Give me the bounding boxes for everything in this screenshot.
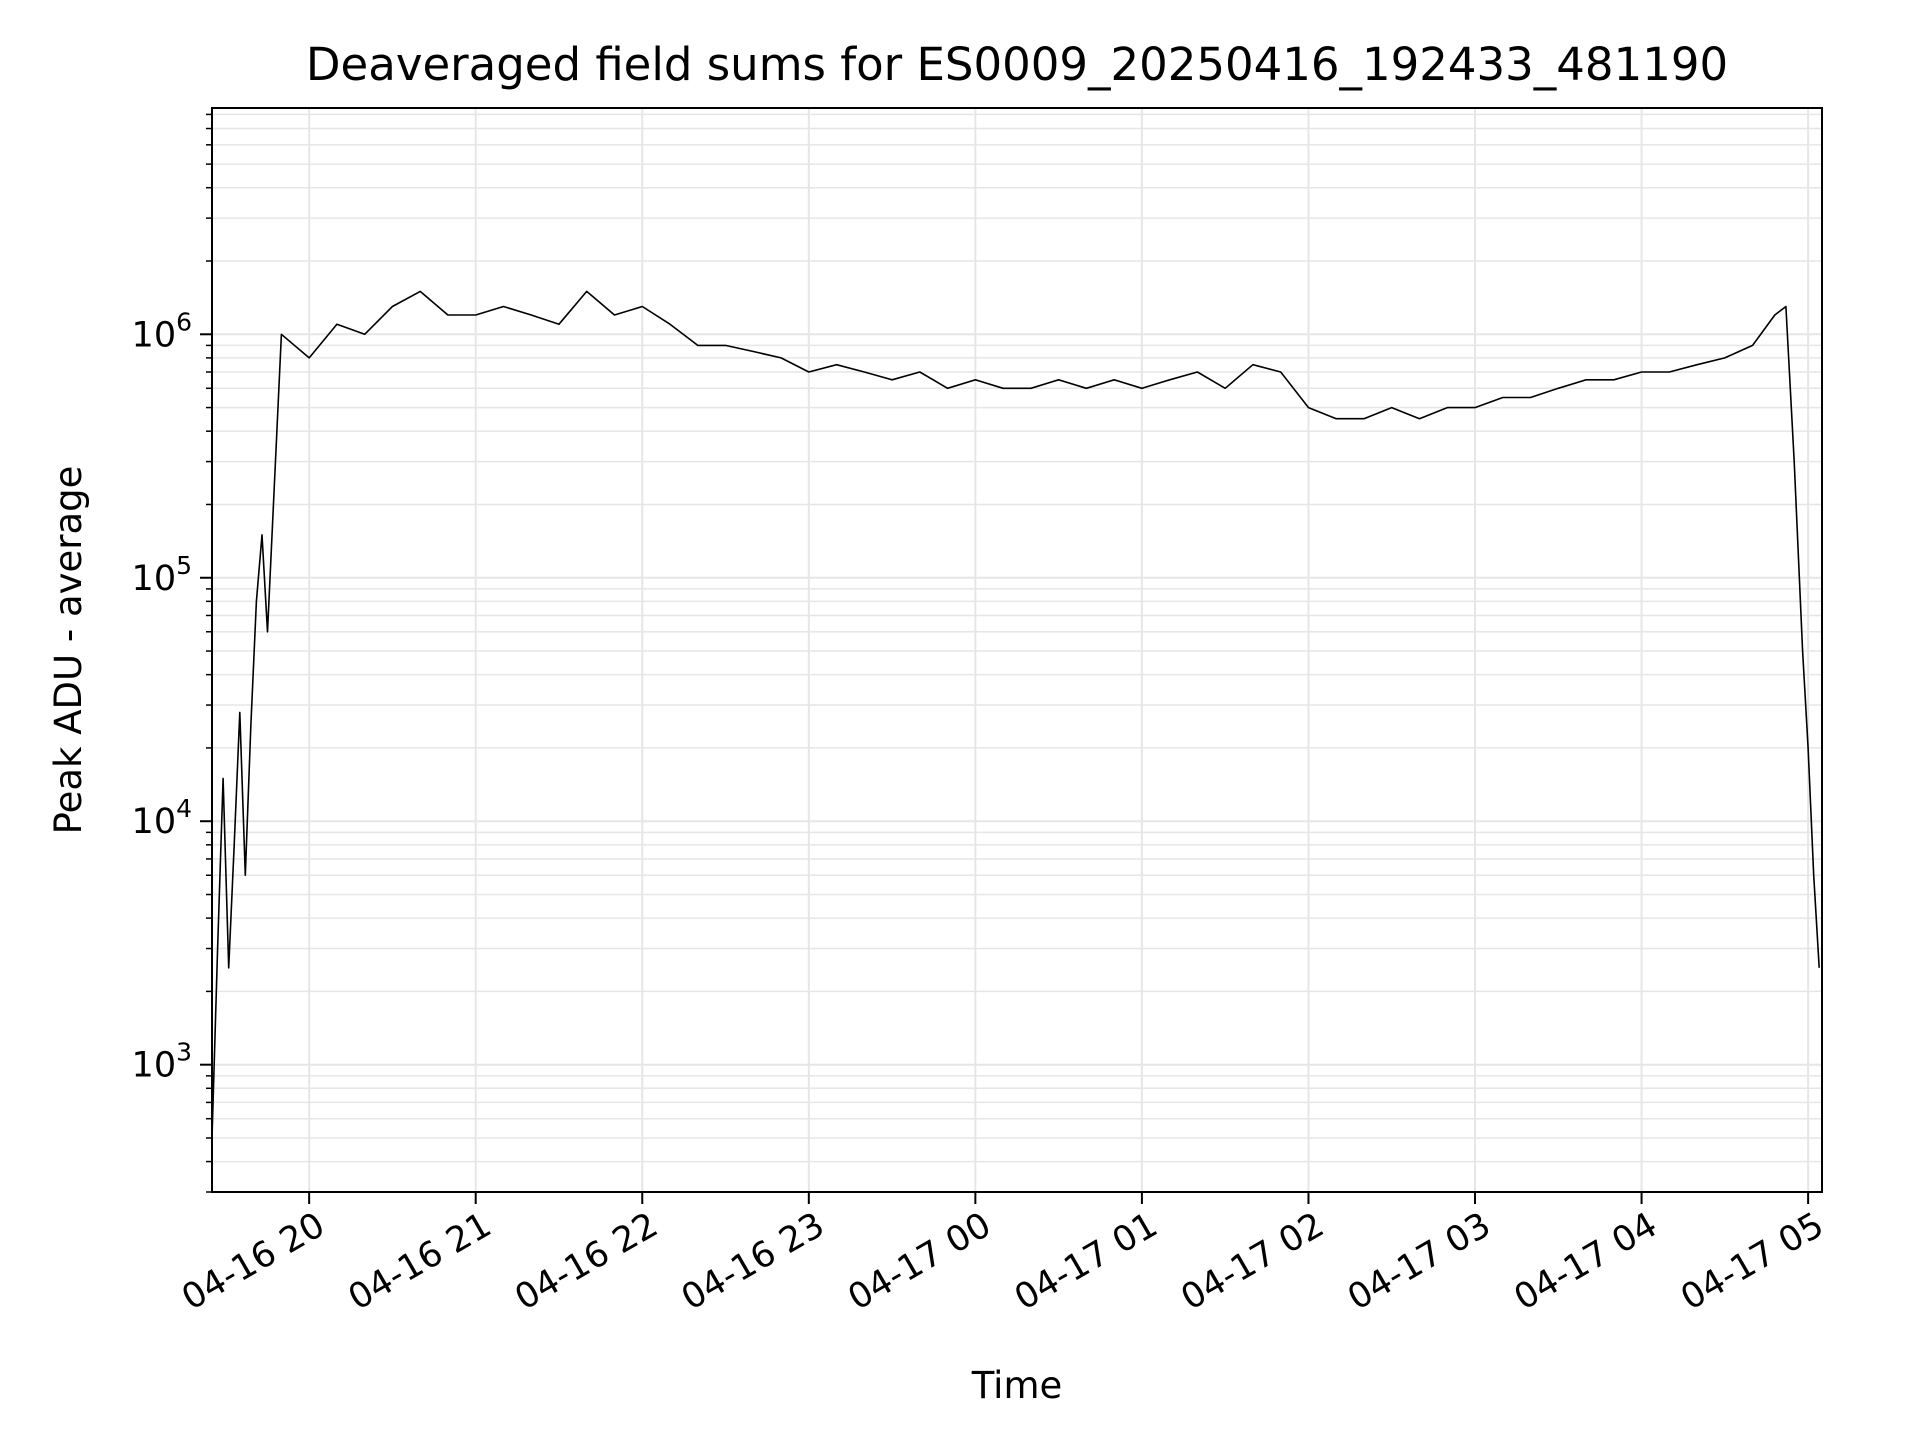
plot-frame [211,107,1823,1193]
y-tick-label: 104 [132,794,192,842]
y-tick-label: 106 [132,307,192,355]
grid-lines [212,108,1822,1193]
y-tick-label: 105 [132,551,192,599]
series-lines [211,290,1820,1139]
x-axis-label: Time [971,1364,1063,1407]
chart-title: Deaveraged field sums for ES0009_2025041… [306,38,1728,91]
y-axis-label: Peak ADU - average [47,466,90,835]
y-tick-label: 103 [132,1038,192,1086]
series-line [211,290,1820,1139]
